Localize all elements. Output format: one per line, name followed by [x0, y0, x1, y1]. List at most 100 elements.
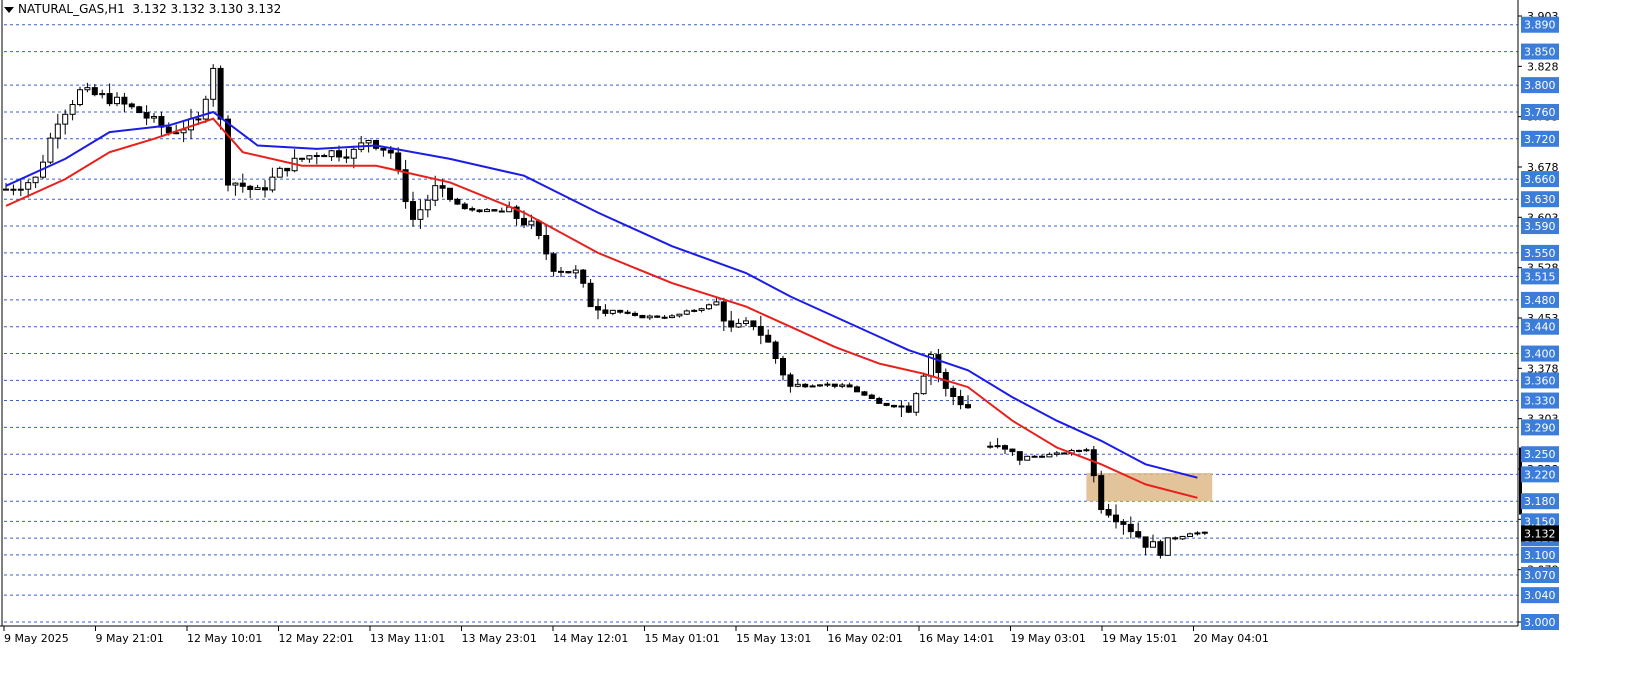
candle	[691, 309, 698, 313]
candle	[3, 183, 9, 191]
level-label: 3.360	[1524, 374, 1556, 387]
candle	[950, 385, 957, 405]
candle	[757, 315, 764, 345]
candle	[1113, 504, 1119, 529]
level-label: 3.040	[1524, 589, 1556, 602]
candle	[454, 197, 461, 206]
candle	[54, 113, 61, 149]
candles	[3, 64, 1208, 559]
candle	[713, 297, 720, 306]
candle	[1120, 519, 1127, 535]
level-label-bg	[1521, 446, 1559, 463]
current-price-label: 3.132	[1524, 527, 1556, 540]
candle	[269, 167, 276, 193]
level-label-bg	[1521, 372, 1559, 389]
level-label-bg	[1521, 191, 1559, 208]
candle	[151, 113, 157, 123]
ema-fast-line	[5, 117, 1198, 499]
level-label: 3.590	[1524, 220, 1556, 233]
time-tick-label: 12 May 10:01	[187, 632, 262, 645]
level-label: 3.000	[1524, 616, 1556, 629]
candle	[1039, 454, 1045, 458]
level-label: 3.800	[1524, 79, 1556, 92]
candle	[780, 355, 786, 381]
candle	[987, 441, 994, 449]
candle	[920, 372, 927, 395]
candle	[84, 82, 91, 93]
candle	[543, 225, 550, 261]
current-price-marker	[1519, 447, 1522, 515]
level-label-bg	[1521, 103, 1559, 120]
level-label: 3.720	[1524, 133, 1556, 146]
level-label: 3.100	[1524, 549, 1556, 562]
candle	[1172, 536, 1179, 541]
level-label-bg	[1521, 345, 1559, 362]
time-tick-label: 15 May 13:01	[736, 632, 811, 645]
candle	[580, 268, 587, 288]
level-label: 3.850	[1524, 46, 1556, 59]
candle	[17, 179, 24, 197]
dropdown-triangle-icon[interactable]	[4, 6, 14, 13]
level-label: 3.630	[1524, 193, 1556, 206]
level-label-bg	[1521, 567, 1559, 584]
candle	[846, 382, 853, 388]
candle	[750, 320, 757, 331]
candle	[210, 64, 217, 107]
candle	[410, 191, 416, 227]
chart-header: NATURAL_GAS,H1 3.132 3.132 3.130 3.132	[4, 2, 281, 16]
candle	[188, 108, 194, 140]
candle	[706, 303, 712, 310]
level-label-bg	[1521, 130, 1559, 147]
candle	[676, 313, 683, 318]
candle	[439, 178, 446, 198]
candle	[1009, 448, 1016, 456]
level-label: 3.330	[1524, 395, 1556, 408]
time-tick-label: 13 May 23:01	[462, 632, 537, 645]
time-tick-label: 14 May 12:01	[553, 632, 628, 645]
candle	[765, 329, 772, 343]
candle	[158, 111, 165, 137]
candle	[291, 149, 298, 173]
candle	[121, 92, 128, 113]
time-tick-label: 13 May 11:01	[370, 632, 445, 645]
candle	[743, 317, 749, 327]
ohlc-readout: 3.132 3.132 3.130 3.132	[132, 2, 282, 16]
candle	[476, 209, 483, 213]
level-label: 3.440	[1524, 321, 1556, 334]
candle	[891, 404, 897, 408]
candle	[617, 309, 624, 314]
level-label: 3.290	[1524, 421, 1556, 434]
candle	[683, 309, 690, 315]
candle	[639, 314, 646, 319]
candle	[461, 202, 468, 210]
candle	[180, 121, 187, 143]
level-label-bg	[1521, 614, 1559, 630]
candle	[646, 314, 653, 321]
level-label: 3.550	[1524, 247, 1556, 260]
candle	[1179, 535, 1186, 540]
candle	[239, 173, 246, 193]
candle	[905, 402, 912, 414]
candle	[328, 149, 335, 162]
candle	[106, 83, 113, 107]
level-label-bg	[1521, 466, 1559, 483]
candle	[232, 182, 239, 196]
level-label-bg	[1521, 318, 1559, 335]
candle	[994, 438, 1001, 449]
level-label: 3.480	[1524, 294, 1556, 307]
candle	[299, 157, 305, 163]
candle	[809, 384, 816, 388]
price-axis-labels: 3.9033.8283.7533.6783.6033.5283.4533.378…	[1518, 10, 1559, 630]
time-tick-label: 20 May 04:01	[1194, 632, 1269, 645]
candle	[861, 390, 868, 396]
candle	[824, 381, 831, 387]
candle	[136, 105, 143, 114]
level-label-bg	[1521, 587, 1559, 604]
candle	[802, 383, 809, 388]
candle	[1061, 452, 1068, 455]
candle	[313, 152, 320, 165]
candle	[402, 159, 409, 209]
candle	[1098, 470, 1105, 514]
candle	[262, 180, 268, 198]
